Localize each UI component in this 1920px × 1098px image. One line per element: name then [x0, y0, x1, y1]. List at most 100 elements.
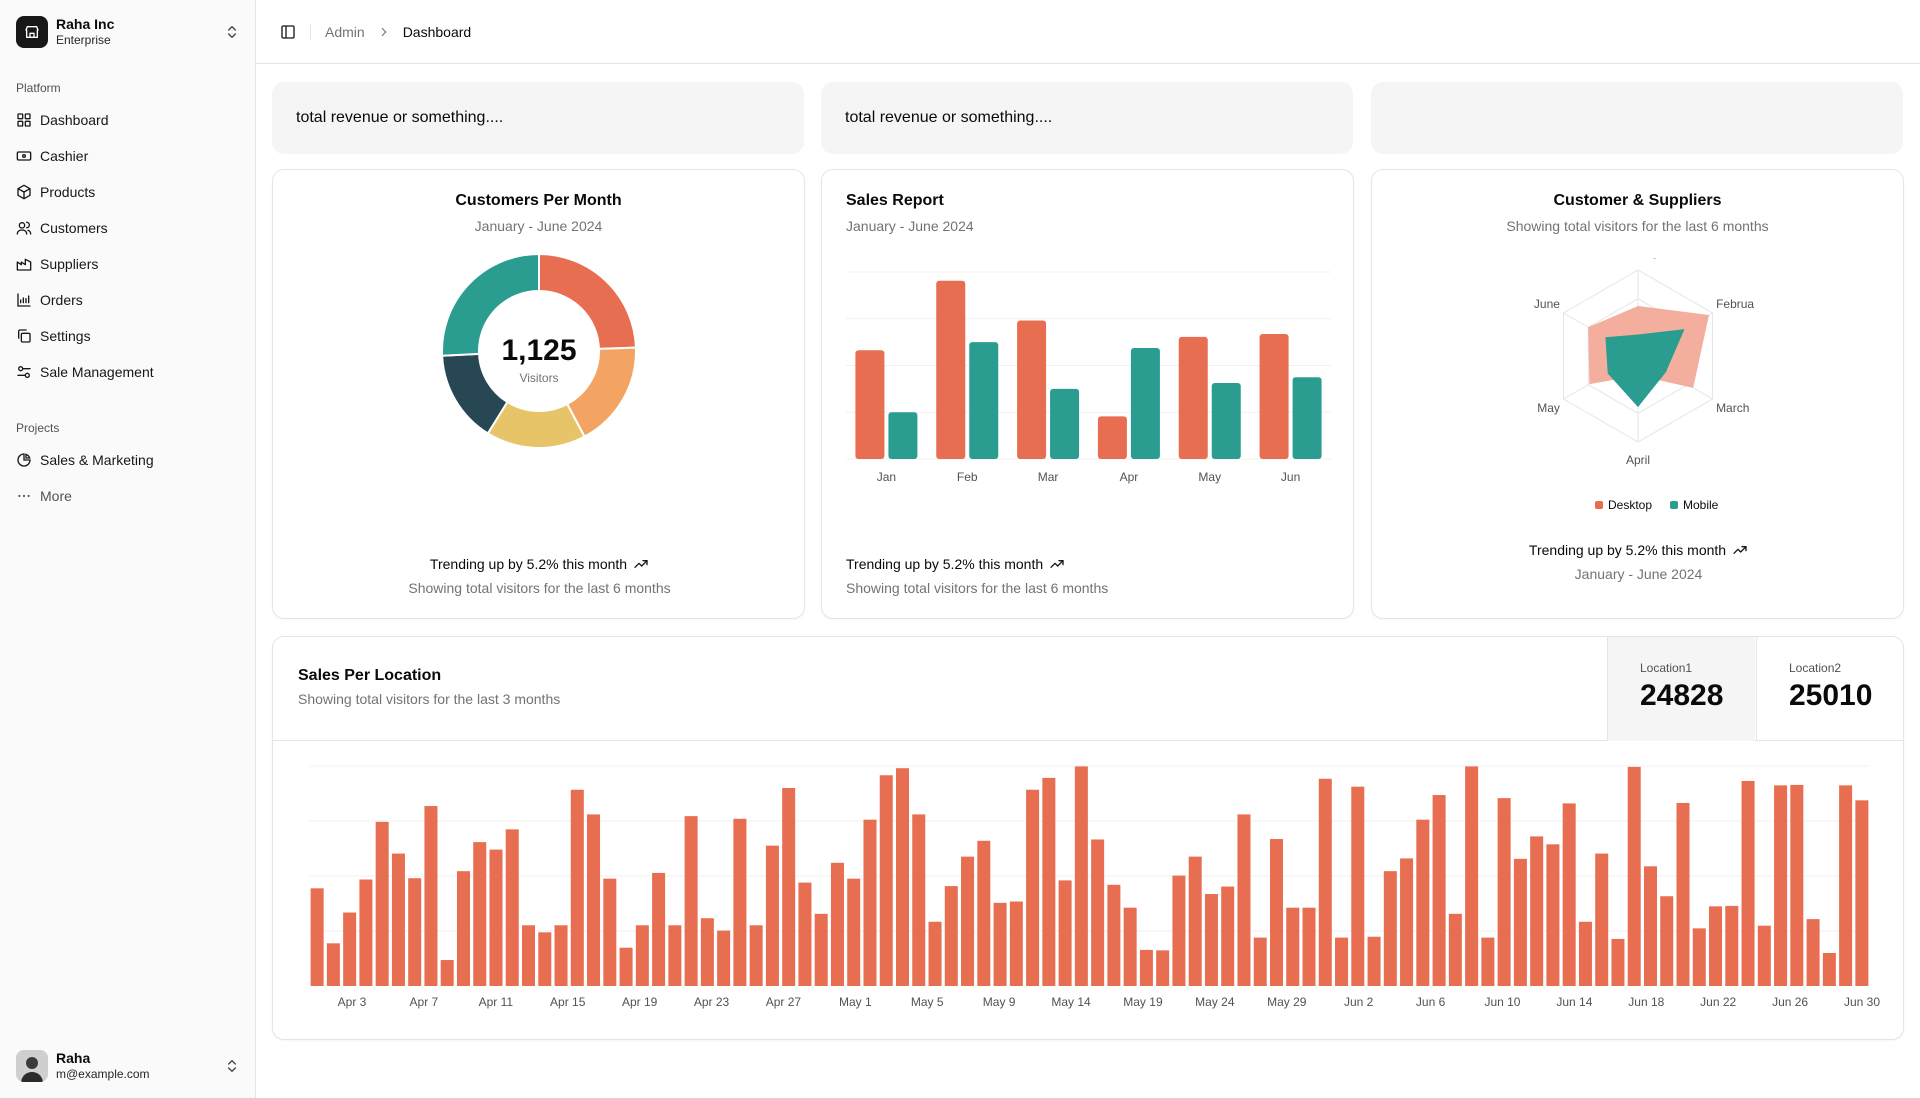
- bar[interactable]: [1432, 795, 1446, 986]
- radar-series-area[interactable]: [1605, 329, 1685, 408]
- bar[interactable]: [1806, 919, 1820, 986]
- bar[interactable]: [1774, 785, 1788, 986]
- bar[interactable]: [1253, 937, 1267, 986]
- bar[interactable]: [814, 913, 828, 986]
- bar[interactable]: [1139, 949, 1153, 986]
- bar[interactable]: [1709, 906, 1723, 986]
- bar[interactable]: [1822, 953, 1836, 986]
- location-tab-1[interactable]: Location1 24828: [1607, 637, 1755, 741]
- bar[interactable]: [1335, 937, 1349, 986]
- org-switcher[interactable]: Raha Inc Enterprise: [12, 10, 244, 54]
- bar[interactable]: [1204, 894, 1218, 986]
- bar[interactable]: [1074, 766, 1088, 986]
- bar[interactable]: [749, 925, 763, 986]
- bar[interactable]: [765, 845, 779, 986]
- bar[interactable]: [1188, 856, 1202, 986]
- bar[interactable]: [326, 943, 340, 986]
- bar[interactable]: [961, 856, 975, 986]
- bar[interactable]: [1050, 388, 1080, 459]
- bar[interactable]: [1017, 320, 1047, 459]
- bar[interactable]: [1660, 896, 1674, 986]
- sidebar-item-suppliers[interactable]: Suppliers: [8, 246, 248, 282]
- bar[interactable]: [1178, 336, 1208, 459]
- bar[interactable]: [1465, 766, 1479, 986]
- bar[interactable]: [1097, 416, 1127, 459]
- bar[interactable]: [855, 350, 885, 459]
- bar[interactable]: [879, 775, 893, 986]
- bar[interactable]: [928, 921, 942, 986]
- bar[interactable]: [1383, 871, 1397, 986]
- bar[interactable]: [1058, 880, 1072, 986]
- bar[interactable]: [1259, 333, 1289, 459]
- bar[interactable]: [1513, 858, 1527, 986]
- bar[interactable]: [570, 789, 584, 986]
- sidebar-toggle-button[interactable]: [274, 18, 302, 46]
- bar[interactable]: [944, 886, 958, 986]
- bar[interactable]: [1497, 798, 1511, 986]
- bar[interactable]: [993, 902, 1007, 986]
- bar[interactable]: [1725, 905, 1739, 986]
- bar[interactable]: [684, 816, 698, 986]
- user-menu[interactable]: Raha m@example.com: [12, 1046, 244, 1086]
- bar[interactable]: [408, 878, 422, 986]
- bar[interactable]: [310, 888, 324, 986]
- bar[interactable]: [830, 862, 844, 986]
- bar[interactable]: [1481, 937, 1495, 986]
- bar[interactable]: [1107, 884, 1121, 986]
- bar[interactable]: [1595, 853, 1609, 986]
- bar[interactable]: [1156, 950, 1170, 986]
- bar[interactable]: [1091, 839, 1105, 986]
- bar[interactable]: [424, 806, 438, 986]
- bar[interactable]: [1292, 377, 1322, 459]
- bar[interactable]: [1643, 866, 1657, 986]
- bar[interactable]: [635, 925, 649, 986]
- bar[interactable]: [888, 412, 918, 459]
- bar[interactable]: [896, 768, 910, 986]
- bar[interactable]: [1578, 921, 1592, 986]
- bar[interactable]: [1042, 777, 1056, 986]
- bar[interactable]: [1546, 844, 1560, 986]
- bar[interactable]: [1400, 858, 1414, 986]
- bar[interactable]: [1009, 901, 1023, 986]
- bar[interactable]: [456, 871, 470, 986]
- bar[interactable]: [1269, 839, 1283, 986]
- bar[interactable]: [554, 925, 568, 986]
- bar[interactable]: [700, 918, 714, 986]
- bar[interactable]: [798, 882, 812, 986]
- bar[interactable]: [969, 342, 999, 459]
- bar[interactable]: [936, 280, 966, 459]
- bar[interactable]: [1123, 907, 1137, 986]
- bar[interactable]: [1692, 928, 1706, 986]
- bar[interactable]: [1221, 886, 1235, 986]
- bar[interactable]: [1286, 907, 1300, 986]
- bar[interactable]: [1676, 802, 1690, 986]
- bar[interactable]: [1130, 347, 1160, 459]
- bar[interactable]: [375, 821, 389, 986]
- bar[interactable]: [1416, 819, 1430, 986]
- bar[interactable]: [343, 912, 357, 986]
- sidebar-item-more[interactable]: More: [8, 478, 248, 514]
- bar[interactable]: [1562, 803, 1576, 986]
- bar[interactable]: [1302, 907, 1316, 986]
- bar[interactable]: [847, 878, 861, 986]
- bar[interactable]: [1172, 875, 1186, 986]
- bar[interactable]: [1318, 778, 1332, 986]
- bar[interactable]: [717, 930, 731, 986]
- sidebar-item-orders[interactable]: Orders: [8, 282, 248, 318]
- bar[interactable]: [1855, 800, 1869, 986]
- bar[interactable]: [1530, 836, 1544, 986]
- breadcrumb-admin[interactable]: Admin: [325, 23, 365, 40]
- bar[interactable]: [912, 814, 926, 986]
- sidebar-item-dashboard[interactable]: Dashboard: [8, 102, 248, 138]
- bar[interactable]: [538, 932, 552, 986]
- bar[interactable]: [603, 878, 617, 986]
- bar[interactable]: [1351, 786, 1365, 986]
- bar[interactable]: [359, 879, 373, 986]
- bar[interactable]: [619, 947, 633, 986]
- bar[interactable]: [652, 872, 666, 986]
- sidebar-item-products[interactable]: Products: [8, 174, 248, 210]
- bar[interactable]: [1741, 780, 1755, 986]
- bar[interactable]: [489, 849, 503, 986]
- bar[interactable]: [1237, 814, 1251, 986]
- bar[interactable]: [1790, 784, 1804, 986]
